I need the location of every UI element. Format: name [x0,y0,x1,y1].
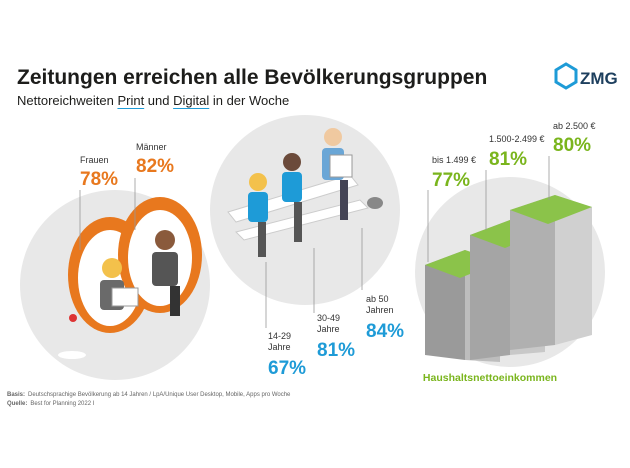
group-value: 80% [553,135,591,156]
person [283,153,301,171]
group-label: bis 1.499 € [432,155,476,165]
subtitle: Nettoreichweiten Print und Digital in de… [17,93,289,108]
footer-label: Basis: [7,392,25,398]
logo-icon [554,62,578,90]
column [425,250,465,360]
group-label: 30-49 [317,313,340,323]
group-value: 78% [80,169,118,190]
person [155,230,175,250]
pigeon [367,197,383,209]
group-value: 84% [366,321,404,342]
group-label: Jahre [268,342,291,352]
person [102,258,122,278]
subtitle-part: Digital [173,93,210,108]
subtitle-part: und [144,93,174,108]
group-label: Jahre [317,324,340,334]
person [152,252,178,286]
group-label: Jahren [366,305,394,315]
group-label: ab 50 [366,294,389,304]
money [510,195,592,224]
table [58,351,86,359]
group-value: 67% [268,358,306,379]
person [324,128,342,146]
illustration-bench [227,128,383,257]
person [248,192,268,222]
subtitle-part: in der Woche [209,93,290,108]
footer-text: Best for Planning 2022 I [30,401,94,407]
group-value: 81% [317,340,355,361]
income-caption: Haushaltsnettoeinkommen [423,372,557,384]
footer: Quelle: Best for Planning 2022 I [7,401,95,407]
subtitle-part: Print [117,93,145,108]
group-value: 77% [432,170,470,191]
group-label: Frauen [80,155,109,165]
group-label: Männer [136,142,167,152]
subtitle-part: Nettoreichweiten [17,93,118,108]
person [170,286,180,316]
group-label: 1.500-2.499 € [489,134,545,144]
person [258,222,266,257]
footer-text: Deutschsprachige Bevölkerung ab 14 Jahre… [28,392,291,398]
illustration-columns [425,195,592,362]
group-value: 81% [489,149,527,170]
footer-label: Quelle: [7,401,27,407]
person [340,180,348,220]
person [294,202,302,242]
group-label: ab 2.500 € [553,121,596,131]
title: Zeitungen erreichen alle Bevölkerungsgru… [17,66,488,89]
newspaper [111,287,139,307]
footer: Basis: Deutschsprachige Bevölkerung ab 14… [7,392,291,398]
group-value: 82% [136,156,174,177]
illustration-chairs [58,197,202,359]
column [470,220,510,360]
column [510,195,555,350]
logo-text: ZMG [580,69,618,88]
person [249,173,267,191]
column [555,195,592,345]
logo: ZMG [554,62,618,90]
flower [69,314,77,322]
newspaper [329,154,353,178]
group-label: 14-29 [268,331,291,341]
person [282,172,302,202]
